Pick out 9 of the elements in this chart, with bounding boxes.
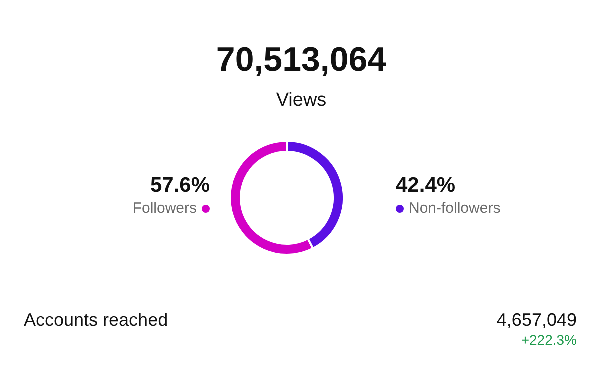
legend-label: Non-followers xyxy=(409,200,501,217)
data-label: 42.4% xyxy=(396,174,457,198)
slice-label: Followers xyxy=(132,200,197,217)
data-label: 57.6% xyxy=(149,174,210,198)
text: +222.3% xyxy=(521,332,577,348)
text: 4,657,049 xyxy=(496,310,577,331)
chart-subtitle: Views xyxy=(276,90,327,111)
text: Accounts reached xyxy=(24,310,168,331)
chart-title: 70,513,064 xyxy=(216,41,387,79)
